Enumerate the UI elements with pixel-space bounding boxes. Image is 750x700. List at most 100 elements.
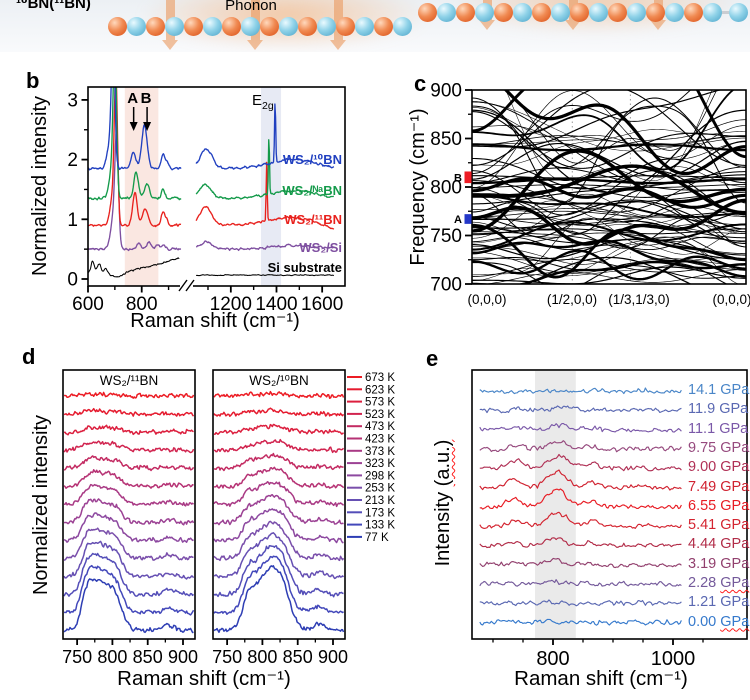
- boron-atom: [183, 16, 203, 36]
- svg-text:A: A: [454, 214, 462, 226]
- svg-text:373 K: 373 K: [365, 446, 395, 458]
- svg-text:77 K: 77 K: [365, 532, 389, 544]
- svg-text:750: 750: [212, 647, 242, 667]
- pressure-label: 14.1 GPa: [688, 382, 750, 398]
- pressure-unit: GPa: [720, 478, 750, 495]
- nitrogen-atom: [626, 2, 646, 22]
- nitrogen-atom: [702, 2, 722, 22]
- svg-text:750: 750: [62, 647, 92, 667]
- panel-letter-c: c: [414, 71, 427, 96]
- nitrogen-atom: [512, 2, 532, 22]
- boron-atom: [335, 16, 355, 36]
- nitrogen-atom: [354, 16, 374, 36]
- boron-atom: [259, 16, 279, 36]
- boron-atom: [297, 16, 317, 36]
- nitrogen-atom: [588, 2, 608, 22]
- nitrogen-atom: [202, 16, 222, 36]
- boron-atom: [107, 16, 127, 36]
- svg-text:800: 800: [247, 647, 277, 667]
- svg-text:B: B: [141, 90, 152, 107]
- nitrogen-atom: [278, 16, 298, 36]
- boron-atom: [417, 2, 437, 22]
- svg-text:1600: 1600: [301, 294, 343, 315]
- pressure-unit: GPa: [720, 555, 750, 572]
- svg-text:523 K: 523 K: [365, 409, 395, 421]
- svg-text:750: 750: [430, 226, 462, 247]
- svg-text:800: 800: [97, 647, 127, 667]
- boron-atom: [683, 2, 703, 22]
- nitrogen-atom: [474, 2, 494, 22]
- svg-text:(0,0,0): (0,0,0): [467, 292, 506, 307]
- boron-atom: [645, 2, 665, 22]
- pressure-unit: GPa: [720, 382, 750, 398]
- panel-b-xlabel: Raman shift (cm⁻¹): [130, 310, 300, 332]
- pressure-unit: GPa: [720, 575, 750, 591]
- svg-text:323 K: 323 K: [365, 458, 395, 470]
- pressure-label: 9.00 GPa: [688, 459, 750, 476]
- pressure-unit: GPa: [720, 497, 750, 514]
- svg-text:800: 800: [536, 648, 569, 670]
- pressure-unit: GPa: [720, 613, 750, 630]
- boron-atom: [145, 16, 165, 36]
- pressure-label: 0.00 GPa: [688, 613, 750, 630]
- panel-e-ylabel: Intensity (a.u.): [432, 439, 454, 567]
- pressure-unit: GPa: [720, 536, 750, 553]
- nitrogen-atom: [240, 16, 260, 36]
- svg-text:173 K: 173 K: [365, 507, 395, 519]
- svg-text:133 K: 133 K: [365, 520, 395, 532]
- svg-text:3: 3: [67, 90, 78, 111]
- svg-text:1: 1: [67, 210, 78, 231]
- subplot-title-ws2-11bn: WS₂/¹¹BN: [99, 373, 159, 388]
- pressure-unit: GPa: [720, 517, 750, 534]
- svg-text:900: 900: [430, 81, 462, 102]
- nitrogen-atom: [316, 16, 336, 36]
- boron-atom: [531, 2, 551, 22]
- svg-text:213 K: 213 K: [365, 495, 395, 507]
- svg-text:600: 600: [72, 294, 104, 315]
- panel-letter-d: d: [22, 344, 36, 369]
- pressure-label: 1.21 GPa: [688, 594, 750, 611]
- panel-e-xlabel: Raman shift (cm⁻¹): [514, 667, 688, 690]
- svg-text:850: 850: [283, 647, 313, 667]
- svg-text:1400: 1400: [255, 294, 297, 315]
- svg-text:800: 800: [126, 294, 158, 315]
- pressure-label: 11.1 GPa: [688, 420, 749, 437]
- curve-label-ws2-si: WS₂/Si: [299, 240, 342, 255]
- pressure-label: 9.75 GPa: [688, 439, 750, 456]
- svg-text:(0,0,0): (0,0,0): [712, 292, 750, 307]
- svg-text:623 K: 623 K: [365, 384, 395, 396]
- svg-text:B: B: [454, 172, 462, 184]
- pressure-label: 2.28 GPa: [688, 575, 750, 591]
- pressure-label: 6.55 GPa: [688, 497, 750, 514]
- panel-letter-e: e: [426, 346, 439, 371]
- svg-text:850: 850: [430, 129, 462, 150]
- svg-text:900: 900: [318, 647, 348, 667]
- pressure-unit: GPa: [720, 459, 750, 476]
- curve-label-si-substrate: Si substrate: [267, 260, 342, 275]
- subplot-title-ws2-10bn: WS₂/¹⁰BN: [249, 373, 309, 388]
- au-units-label: (a.u.): [432, 439, 454, 487]
- nitrogen-atom: [664, 2, 684, 22]
- svg-text:700: 700: [430, 275, 462, 296]
- pressure-label: 3.19 GPa: [688, 555, 750, 572]
- panel-d-ylabel: Normalized intensity: [30, 414, 52, 596]
- svg-text:573 K: 573 K: [365, 397, 395, 409]
- panel-letter-b: b: [26, 68, 40, 93]
- pressure-unit: GPa: [719, 420, 749, 437]
- pressure-label: 4.44 GPa: [688, 536, 750, 553]
- svg-text:673 K: 673 K: [365, 372, 395, 384]
- panel-d-xlabel: Raman shift (cm⁻¹): [117, 667, 291, 690]
- svg-text:2: 2: [67, 150, 78, 171]
- nitrogen-atom: [392, 16, 412, 36]
- svg-text:(1/2,0,0): (1/2,0,0): [547, 292, 597, 307]
- panel-b-ylabel: Normalized intensity: [29, 95, 51, 277]
- curve-label-ws2-11bn: WS₂/¹¹BN: [284, 212, 342, 227]
- nitrogen-atom: [436, 2, 456, 22]
- boron-atom: [607, 2, 627, 22]
- svg-text:A: A: [127, 90, 138, 107]
- pressure-unit: GPa: [720, 594, 750, 611]
- phonon-schematic: ¹⁰BN(¹¹BN) Phonon: [0, 0, 750, 52]
- svg-text:298 K: 298 K: [365, 470, 395, 482]
